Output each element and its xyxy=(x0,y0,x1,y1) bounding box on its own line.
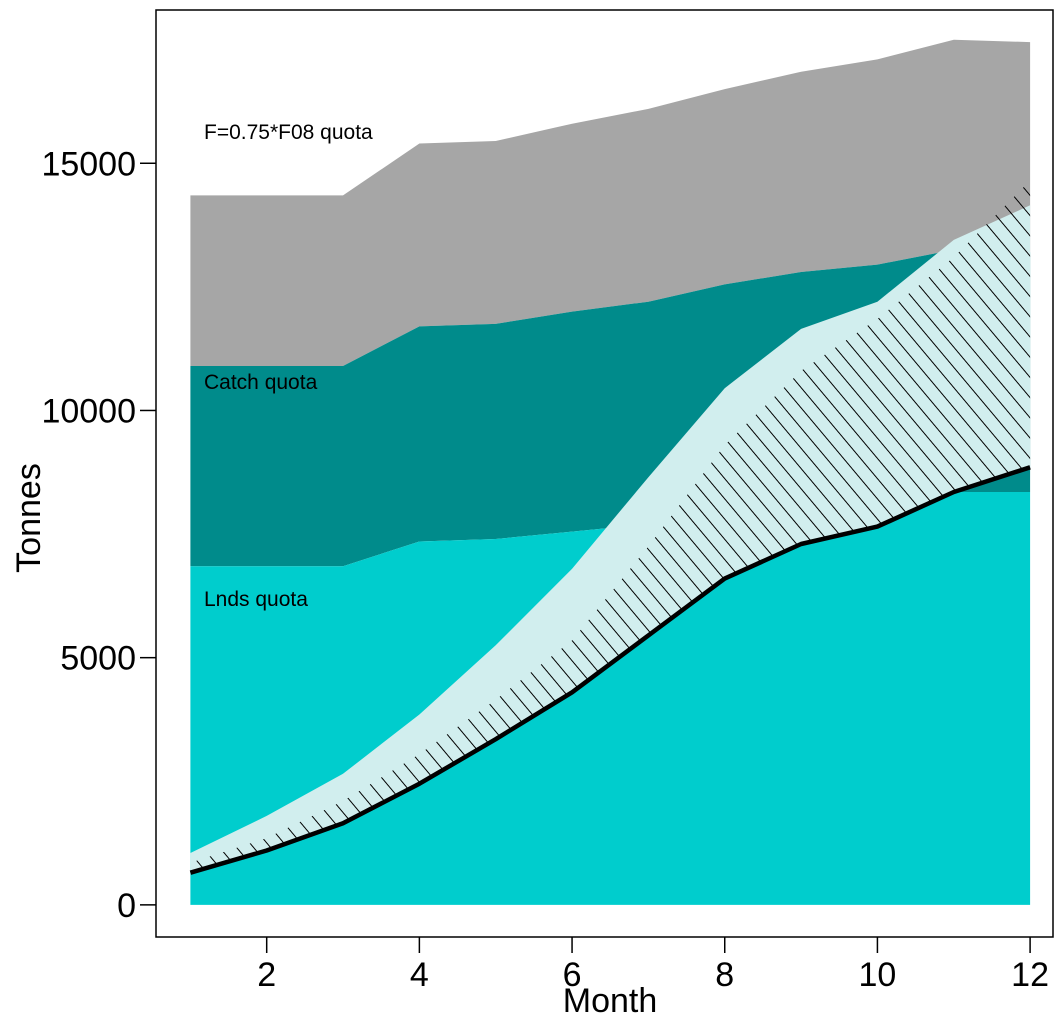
area-f075-quota xyxy=(190,39,1031,366)
x-tick-label: 2 xyxy=(257,956,276,994)
x-axis: 2 4 6 8 10 12 xyxy=(257,937,1049,994)
area-hatched-band xyxy=(190,180,1031,873)
area-lnds-quota xyxy=(190,492,1031,905)
series-label-catch-quota: Catch quota xyxy=(204,371,318,394)
x-tick-label: 6 xyxy=(563,956,582,994)
series-label-f075-quota: F=0.75*F08 quota xyxy=(204,121,373,144)
x-tick-label: 12 xyxy=(1011,956,1049,994)
x-tick-label: 10 xyxy=(859,956,897,994)
series-label-lnds-quota: Lnds quota xyxy=(204,588,308,611)
plot-frame xyxy=(155,9,1054,938)
x-tick-label: 8 xyxy=(715,956,734,994)
area-layers xyxy=(189,39,1031,905)
x-tick-label: 4 xyxy=(410,956,429,994)
y-tick-label: 15000 xyxy=(41,145,136,183)
y-tick-label: 10000 xyxy=(41,392,136,430)
y-tick-label: 0 xyxy=(117,887,136,925)
y-axis-title: Tonnes xyxy=(10,463,48,573)
y-tick-label: 5000 xyxy=(60,640,136,678)
y-axis: 0 5000 10000 15000 xyxy=(41,145,156,925)
x-axis-title: Month xyxy=(563,982,658,1019)
line-landings xyxy=(189,465,1031,875)
